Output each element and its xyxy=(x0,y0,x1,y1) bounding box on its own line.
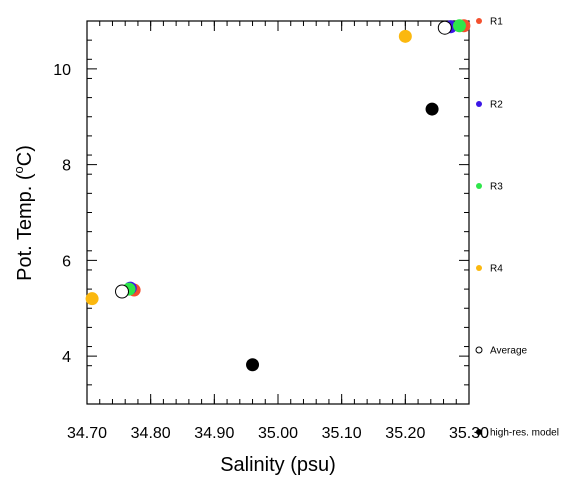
legend-label-r2: R2 xyxy=(490,100,503,111)
y-tick-label: 4 xyxy=(62,349,71,366)
data-points xyxy=(85,19,471,372)
legend-label-r3: R3 xyxy=(490,182,503,193)
x-tick-label: 35.20 xyxy=(385,425,425,442)
legend-marker-r4 xyxy=(476,265,482,271)
plot-frame xyxy=(86,20,470,405)
legend-marker-high-res-model xyxy=(476,429,482,435)
y-tick-label: 6 xyxy=(62,253,71,270)
x-tick-label: 34.70 xyxy=(67,425,107,442)
point-average xyxy=(115,284,130,299)
point-r4 xyxy=(398,29,412,43)
x-tick-label: 35.30 xyxy=(449,425,489,442)
point-average xyxy=(437,20,452,35)
legend-marker-r3 xyxy=(476,183,482,189)
legend-label-high-res-model: high-res. model xyxy=(490,428,559,439)
legend-marker-average xyxy=(475,346,483,354)
legend-label-r1: R1 xyxy=(490,17,503,28)
point-high-res-model xyxy=(425,102,439,116)
legend-marker-r2 xyxy=(476,101,482,107)
y-axis-label-main: Pot. Temp. ( xyxy=(14,173,36,281)
y-axis-label: Pot. Temp. (oC) xyxy=(11,145,36,281)
legend: R1 R2 R3 R4 Average high-res. model xyxy=(475,17,559,439)
point-r3 xyxy=(452,19,466,33)
legend-label-average: Average xyxy=(490,346,528,357)
y-axis-label-degree: o xyxy=(11,166,26,173)
x-tick-label: 35.00 xyxy=(258,425,298,442)
y-axis-ticks: 4 6 8 10 xyxy=(53,20,469,405)
legend-marker-r1 xyxy=(476,18,482,24)
x-tick-label: 35.10 xyxy=(322,425,362,442)
x-axis-ticks: 34.70 34.80 34.90 35.00 35.10 35.20 35.30 xyxy=(67,21,489,442)
x-tick-label: 34.90 xyxy=(194,425,234,442)
y-axis-label-unit: C) xyxy=(14,145,36,166)
x-tick-label: 34.80 xyxy=(131,425,171,442)
x-axis-label: Salinity (psu) xyxy=(220,454,336,476)
y-tick-label: 8 xyxy=(62,158,71,175)
point-r4 xyxy=(85,292,99,306)
y-tick-label: 10 xyxy=(53,62,71,79)
legend-label-r4: R4 xyxy=(490,264,503,275)
point-high-res-model xyxy=(246,358,260,372)
